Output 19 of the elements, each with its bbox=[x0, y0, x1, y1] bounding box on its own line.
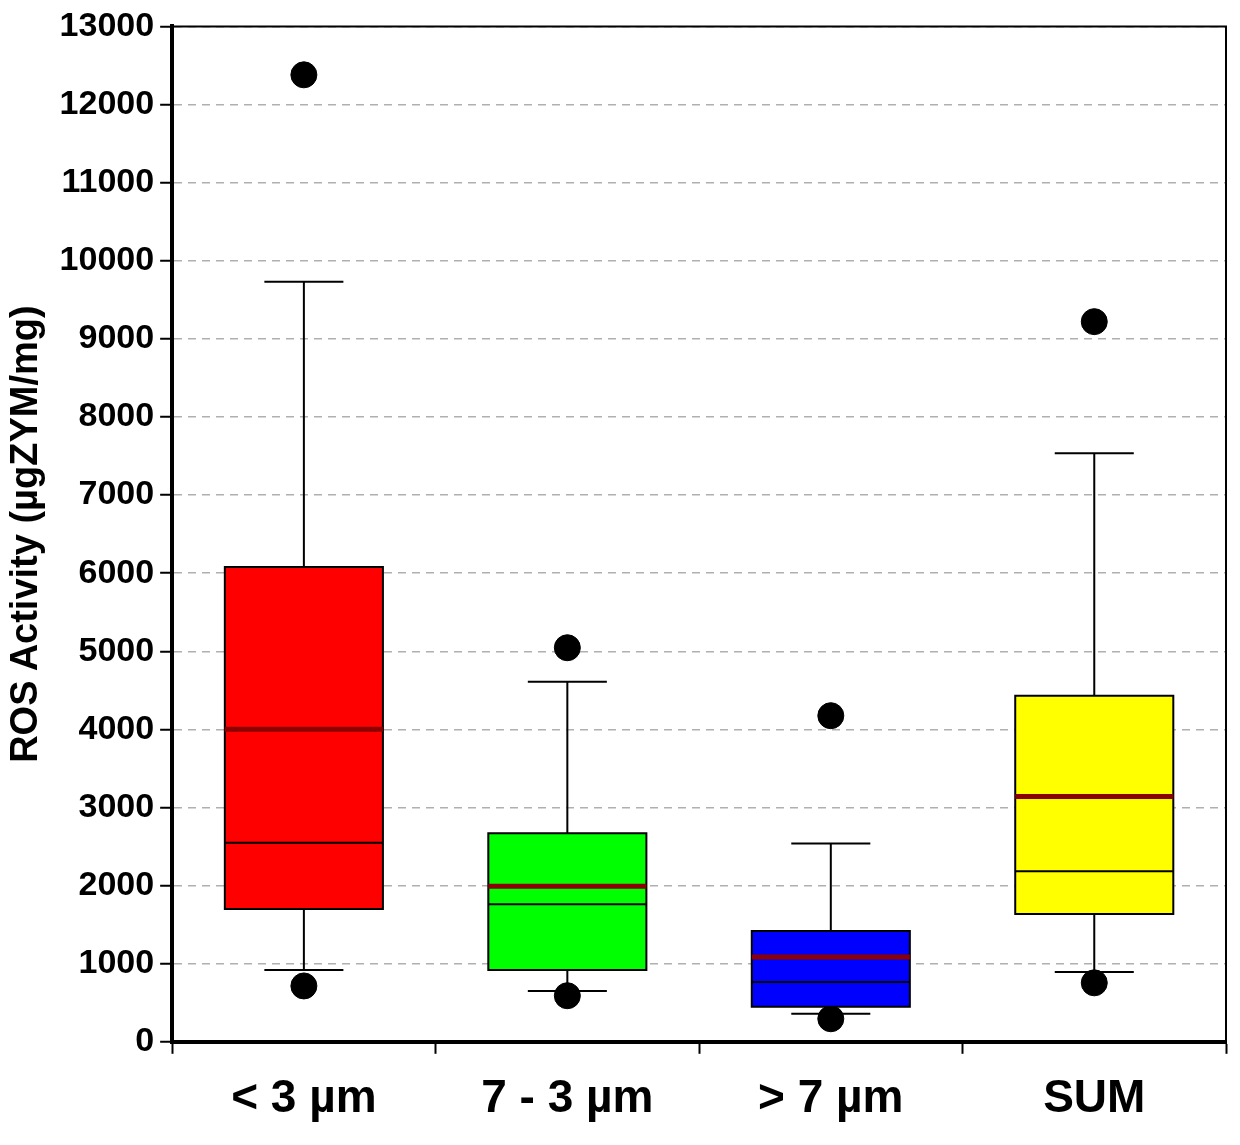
y-tick-label: 4000 bbox=[78, 707, 155, 746]
y-tick-label: 0 bbox=[135, 1020, 155, 1059]
x-tick-label: < 3 µm bbox=[231, 1070, 377, 1123]
y-tick-label: 2000 bbox=[78, 863, 155, 902]
y-tick-label: 6000 bbox=[78, 551, 155, 590]
y-tick-label: 13000 bbox=[59, 4, 155, 43]
y-tick-label: 7000 bbox=[78, 473, 155, 512]
y-tick-label: 10000 bbox=[59, 239, 155, 278]
y-tick-label: 9000 bbox=[78, 317, 155, 356]
x-tick-label: 7 - 3 µm bbox=[481, 1070, 654, 1123]
y-tick-label: 5000 bbox=[78, 629, 155, 668]
x-tick-label: > 7 µm bbox=[758, 1070, 904, 1123]
y-tick-label: 8000 bbox=[78, 395, 155, 434]
y-tick-label: 3000 bbox=[78, 785, 155, 824]
y-tick-label: 12000 bbox=[59, 82, 155, 121]
y-tick-label: 11000 bbox=[61, 160, 155, 199]
y-tick-label: 1000 bbox=[78, 942, 155, 981]
x-tick-label: SUM bbox=[1043, 1070, 1146, 1123]
y-axis-title: ROS Activity (µgZYM/mg) bbox=[3, 305, 46, 763]
